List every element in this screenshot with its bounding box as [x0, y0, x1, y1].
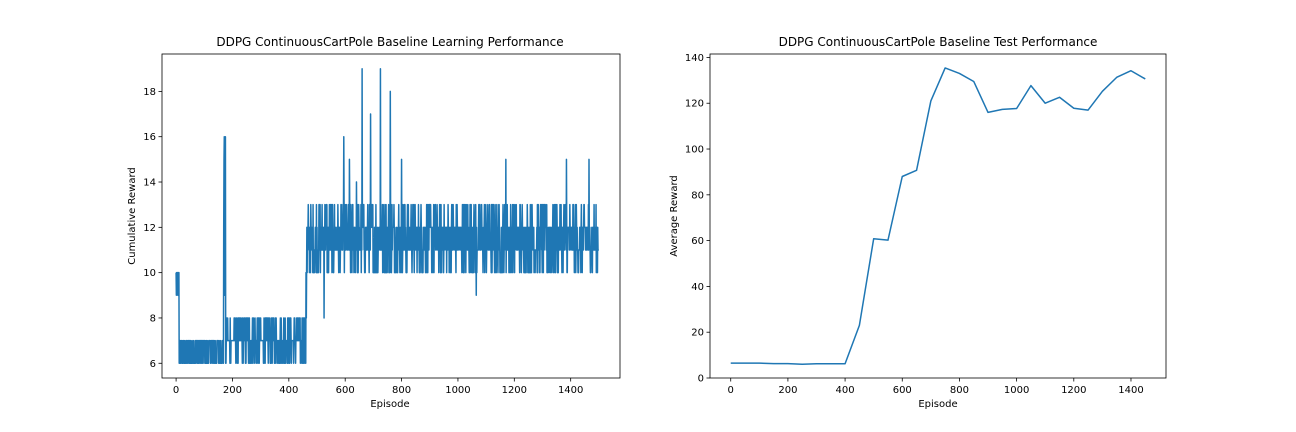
y-tick-label: 140 [685, 53, 704, 64]
y-axis-ticks: 6 8 10 12 14 16 18 [143, 87, 162, 370]
y-tick-label: 0 [698, 374, 704, 385]
x-tick-label: 200 [223, 385, 242, 396]
y-axis-ticks: 0 20 40 60 80 100 120 140 [685, 53, 710, 385]
x-tick-label: 1200 [502, 385, 527, 396]
x-axis-label: Episode [370, 399, 409, 410]
y-tick-label: 20 [691, 328, 704, 339]
x-axis-ticks: 0 200 400 600 800 1000 1200 1400 [728, 378, 1144, 396]
series-line [175, 67, 600, 365]
y-axis-label: Cumulative Reward [127, 167, 138, 265]
y-tick-label: 8 [150, 313, 156, 324]
y-tick-label: 6 [150, 359, 156, 370]
learning-performance-chart: DDPG ContinuousCartPole Baseline Learnin… [127, 35, 621, 410]
x-tick-label: 800 [950, 385, 969, 396]
series-line [730, 67, 1146, 366]
x-tick-label: 800 [392, 385, 411, 396]
x-tick-label: 600 [893, 385, 912, 396]
chart-title: DDPG ContinuousCartPole Baseline Learnin… [216, 35, 563, 49]
y-tick-label: 14 [143, 178, 156, 189]
x-tick-label: 400 [279, 385, 298, 396]
y-tick-label: 12 [143, 223, 156, 234]
average-reward-path [730, 67, 1146, 366]
x-tick-label: 400 [836, 385, 855, 396]
y-tick-label: 18 [143, 87, 156, 98]
axes-frame [709, 53, 1167, 379]
y-tick-label: 10 [143, 268, 156, 279]
y-axis-label: Average Reward [669, 175, 680, 256]
x-axis-label: Episode [918, 399, 957, 410]
x-tick-label: 0 [173, 385, 179, 396]
x-tick-label: 600 [336, 385, 355, 396]
y-tick-label: 100 [685, 145, 704, 156]
x-tick-label: 1200 [1061, 385, 1086, 396]
y-tick-label: 60 [691, 236, 704, 247]
x-tick-label: 200 [778, 385, 797, 396]
y-tick-label: 16 [143, 132, 156, 143]
x-tick-label: 0 [728, 385, 734, 396]
y-tick-label: 120 [685, 99, 704, 110]
x-tick-label: 1000 [445, 385, 470, 396]
y-tick-label: 40 [691, 282, 704, 293]
reward-series-path [175, 67, 600, 365]
y-tick-label: 80 [691, 190, 704, 201]
x-tick-label: 1400 [558, 385, 583, 396]
x-tick-label: 1400 [1118, 385, 1143, 396]
axes-frame [161, 53, 621, 379]
x-axis-ticks: 0 200 400 600 800 1000 1200 1400 [173, 378, 583, 396]
x-tick-label: 1000 [1004, 385, 1029, 396]
chart-title: DDPG ContinuousCartPole Baseline Test Pe… [779, 35, 1098, 49]
test-performance-chart: DDPG ContinuousCartPole Baseline Test Pe… [669, 35, 1167, 410]
